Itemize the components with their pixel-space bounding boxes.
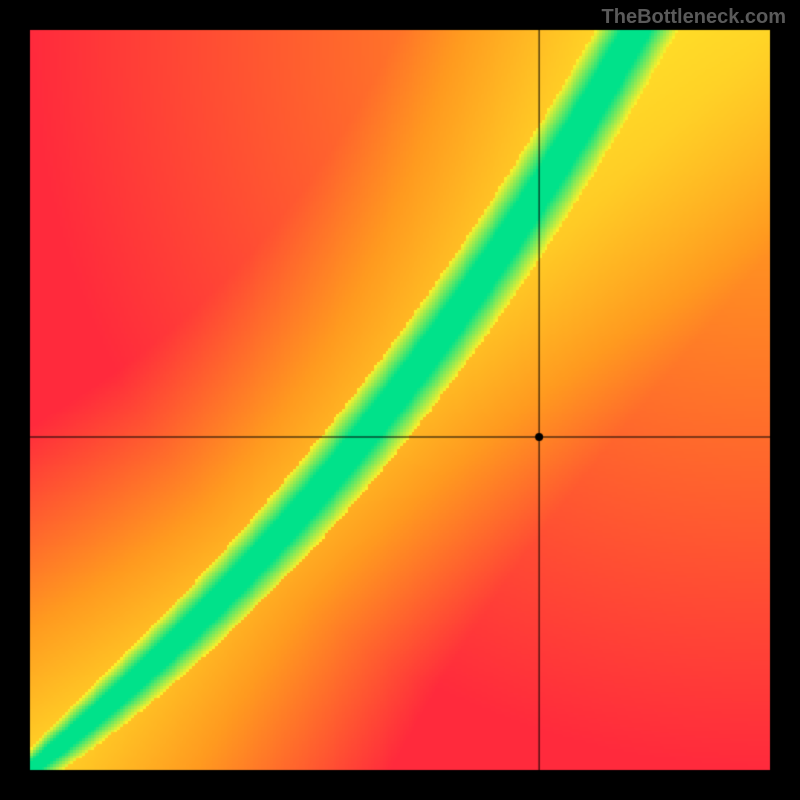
chart-container: TheBottleneck.com — [0, 0, 800, 800]
bottleneck-heatmap — [0, 0, 800, 800]
watermark-text: TheBottleneck.com — [602, 6, 786, 29]
